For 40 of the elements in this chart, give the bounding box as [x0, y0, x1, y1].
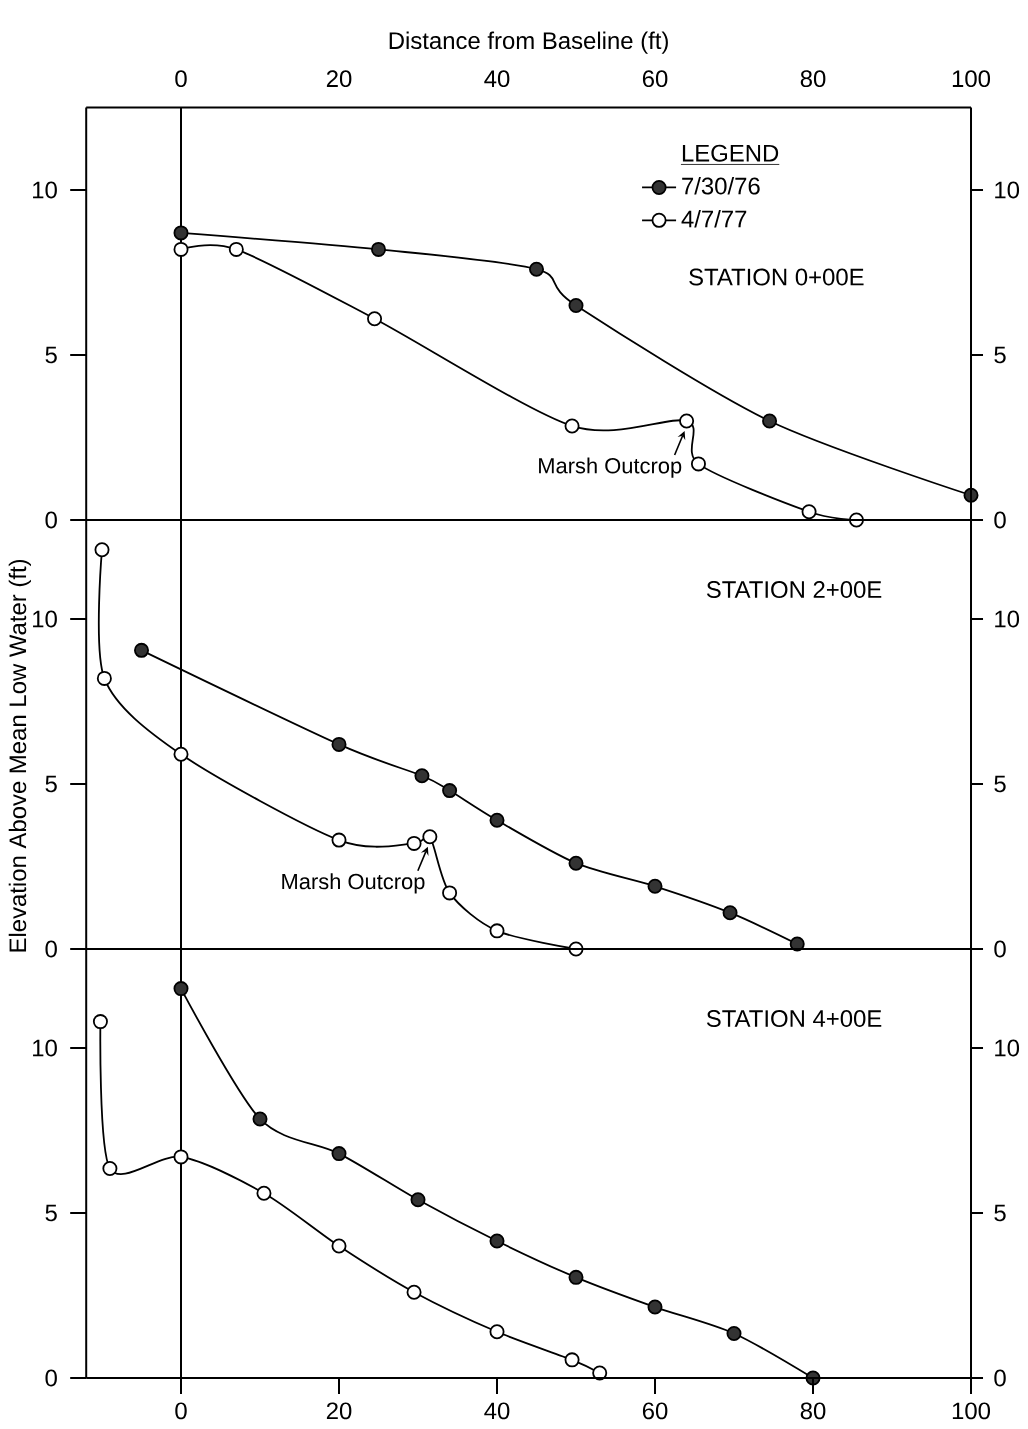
x-tick-label: 100 [952, 1402, 991, 1420]
x2-axis-title: Distance from Baseline (ft) [389, 31, 668, 54]
annotation: Marsh Outcrop [539, 457, 682, 478]
y-tick-label: 5 [45, 1204, 57, 1222]
x-tick-label: 40 [484, 1402, 510, 1420]
y-tick-label: 5 [45, 346, 57, 364]
y-axis-title: Elevation Above Mean Low Water (ft) [8, 559, 31, 952]
y-tick-label: 0 [45, 940, 57, 958]
y2-tick-label: 5 [994, 775, 1006, 793]
y2-tick-label: 10 [995, 610, 1020, 628]
y2-tick-label: 10 [995, 181, 1020, 199]
y-tick-label: 5 [45, 775, 57, 793]
x2-tick-label: 80 [800, 70, 826, 88]
y2-tick-label: 10 [995, 1039, 1020, 1057]
y-tick-label: 10 [33, 181, 57, 199]
y2-tick-label: 5 [994, 1204, 1006, 1222]
x-tick-label: 0 [175, 1402, 187, 1420]
x2-tick-label: 100 [952, 70, 991, 88]
legend-title: LEGEND [682, 144, 779, 162]
x-tick-label: 60 [642, 1402, 668, 1420]
x2-tick-label: 60 [642, 70, 668, 88]
y-tick-label: 0 [45, 511, 57, 529]
y2-tick-label: 0 [994, 1369, 1006, 1387]
legend-label: 4/7/77 [681, 209, 747, 228]
y-tick-label: 10 [33, 1039, 57, 1057]
legend-label: 7/30/76 [682, 177, 760, 195]
y2-tick-label: 5 [994, 346, 1006, 364]
y2-tick-label: 0 [994, 511, 1006, 529]
y2-tick-label: 0 [994, 940, 1006, 958]
y-tick-label: 10 [33, 610, 57, 628]
x-tick-label: 80 [800, 1402, 826, 1420]
x2-tick-label: 40 [484, 70, 510, 88]
annotation: Marsh Outcrop [282, 873, 425, 894]
x2-tick-label: 20 [326, 70, 352, 88]
text: STATION 4+00E [706, 1010, 882, 1027]
x-tick-label: 20 [326, 1402, 352, 1420]
text: STATION 0+00E [689, 268, 864, 286]
y-tick-label: 0 [45, 1369, 57, 1387]
x2-tick-label: 0 [175, 70, 187, 88]
text: STATION 2+00E [706, 581, 882, 598]
